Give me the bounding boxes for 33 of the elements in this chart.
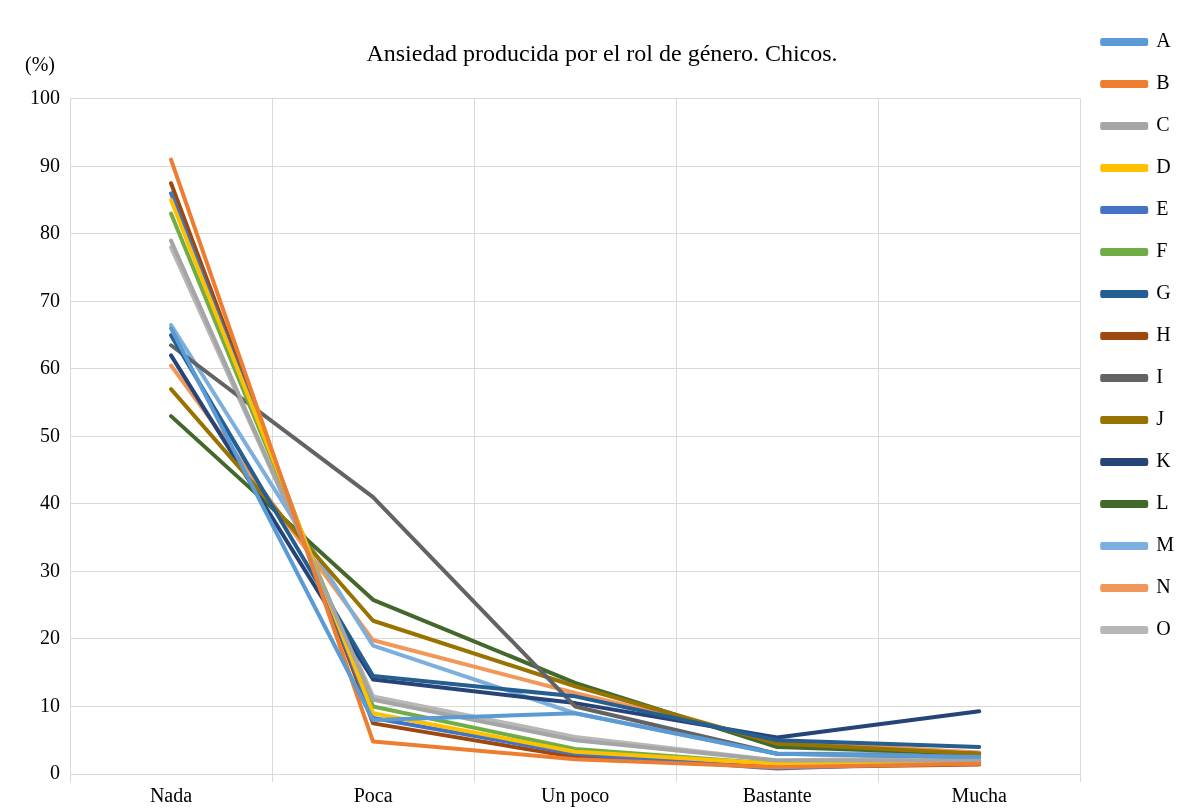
x-tick-label: Bastante [742,784,812,807]
legend-label: L [1156,491,1169,514]
y-tick-label: 90 [40,153,60,176]
y-tick-label: 60 [40,356,60,379]
legend-label: B [1156,71,1170,94]
y-tick-label: 0 [50,761,60,784]
legend-label: I [1156,365,1163,388]
y-tick-label: 70 [40,288,60,311]
x-tick-label: Mucha [951,784,1008,807]
legend-label: H [1156,323,1171,346]
legend-label: A [1156,29,1172,52]
y-tick-label: 40 [40,491,60,514]
legend-label: O [1156,617,1171,640]
legend-label: N [1156,575,1171,598]
y-tick-label: 20 [40,626,60,649]
legend-label: K [1156,449,1172,472]
x-tick-label: Un poco [540,784,610,808]
y-tick-label: 80 [40,221,60,244]
x-tick-label: Poca [353,784,393,807]
legend-label: D [1156,155,1171,178]
y-tick-label: 30 [40,558,60,581]
y-tick-label: 100 [30,86,60,109]
legend-label: F [1156,239,1168,262]
legend-label: M [1156,533,1175,556]
legend-label: G [1156,281,1171,304]
legend-label: E [1156,197,1169,220]
x-tick-label: Nada [149,784,193,807]
chart-title: Ansiedad producida por el rol de género. Chicos. [366,39,838,66]
y-axis-title: (%) [25,52,55,76]
legend-label: C [1156,113,1170,136]
legend-label: J [1156,407,1165,430]
y-tick-label: 50 [40,423,60,446]
y-tick-label: 10 [40,693,60,716]
